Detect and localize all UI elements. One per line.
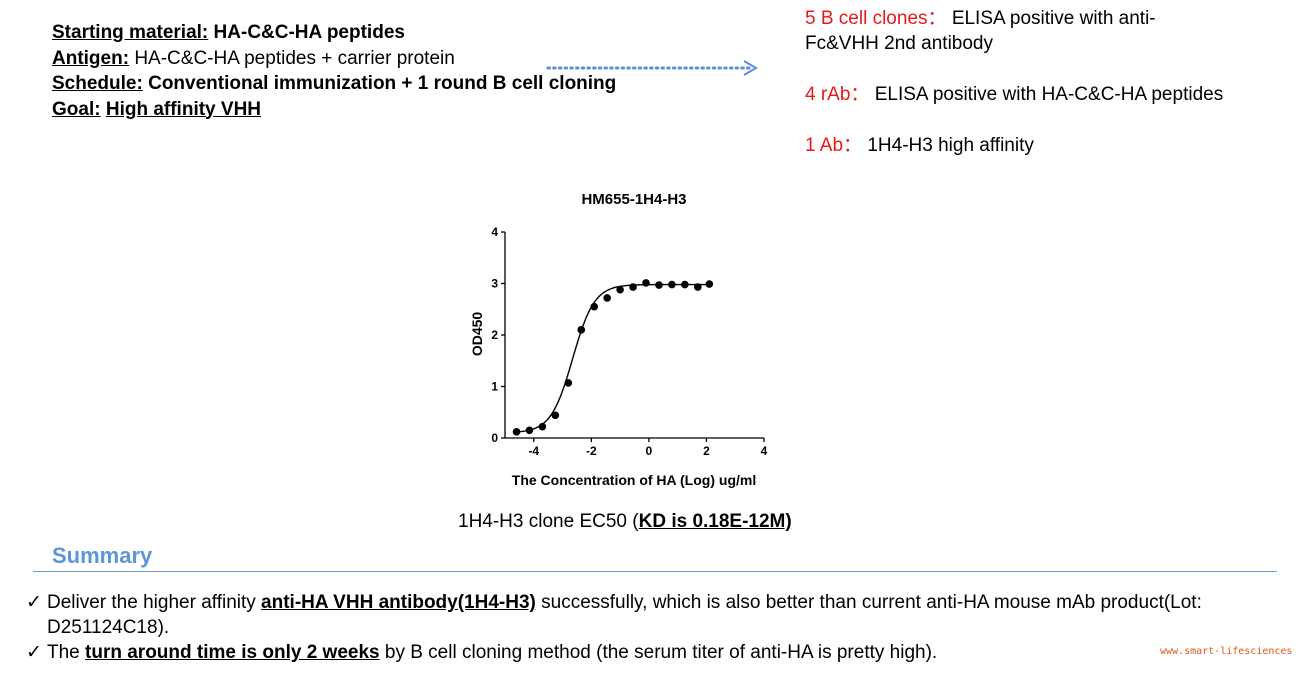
data-point [512,428,521,436]
data-point [694,283,702,291]
checkmark-icon: ✓ [26,592,42,613]
data-point [616,285,624,294]
starting-material-line: Starting material: HA-C&C-HA peptides [52,20,632,46]
dotted-arrow-icon [546,60,758,76]
data-point [551,411,560,420]
data-point [603,294,611,302]
data-point [655,281,663,289]
data-point [538,422,547,431]
bullet-text-emphasis: anti-HA VHH antibody(1H4-H3) [261,592,536,613]
summary-heading: Summary [52,543,153,568]
x-tick-label: 4 [761,444,768,458]
x-tick-label: 2 [703,444,710,458]
y-tick-label: 0 [491,431,498,445]
caption-kd: KD is 0.18E-12M) [638,511,792,532]
chart-data-points [512,279,714,436]
antigen-line: Antigen: HA-C&C-HA peptides + carrier pr… [52,46,632,72]
project-info: Starting material: HA-C&C-HA peptides An… [52,20,632,122]
summary-divider [33,571,1277,572]
watermark: www.smart-lifesciences [1160,646,1293,657]
bullet-text-emphasis: turn around time is only 2 weeks [85,642,380,663]
summary-bullet: ✓ The turn around time is only 2 weeks b… [26,640,1286,665]
chart-y-axis-label: OD450 [469,312,485,357]
result-b-cell-clones: 5 B cell clones： ELISA positive with ant… [805,6,1225,56]
data-point [668,280,676,289]
y-tick-label: 4 [491,225,498,239]
result-separator: ： [927,8,947,29]
chart-axes: 0 1 2 3 4 -4 -2 0 2 4 [491,225,767,458]
result-count: 4 rAb [805,84,851,105]
chart-x-axis-label: The Concentration of HA (Log) ug/ml [512,472,756,488]
schedule-label: Schedule: [52,73,143,94]
data-point [564,379,573,387]
result-text: 1H4-H3 high affinity [867,135,1034,156]
ec50-caption: 1H4-H3 clone EC50 (KD is 0.18E-12M) [458,511,792,533]
fit-curve-line [516,283,710,433]
y-tick-label: 1 [491,380,498,394]
starting-material-value: HA-C&C-HA peptides [213,22,405,43]
result-text: ELISA positive with anti-Fc&VHH 2nd anti… [805,8,1156,54]
checkmark-icon: ✓ [26,642,42,663]
x-tick-label: -2 [586,444,597,458]
bullet-text-pre: The [47,642,86,663]
schedule-line: Schedule: Conventional immunization + 1 … [52,71,632,97]
result-separator: ： [843,135,863,156]
data-point [681,280,689,289]
result-ab: 1 Ab： 1H4-H3 high affinity [805,133,1225,158]
bullet-text-pre: Deliver the higher affinity [47,592,262,613]
antigen-label: Antigen: [52,47,130,69]
data-point [590,302,599,311]
summary-bullets: ✓ Deliver the higher affinity anti-HA VH… [26,590,1286,665]
summary-bullet: ✓ Deliver the higher affinity anti-HA VH… [26,590,1286,640]
data-point [577,326,586,334]
result-separator: ： [850,84,870,105]
x-tick-label: -4 [528,444,539,458]
goal-label: Goal: [52,98,101,120]
goal-line: Goal: High affinity VHH [52,97,632,123]
data-point [629,283,637,291]
chart-fit-curve [516,283,710,433]
result-count: 5 B cell clones [805,8,928,29]
screening-results: 5 B cell clones： ELISA positive with ant… [805,6,1225,184]
y-tick-label: 2 [491,328,498,342]
binding-curve-chart: HM655-1H4-H3 OD450 The Concentration of … [469,191,768,488]
result-rab: 4 rAb： ELISA positive with HA-C&C-HA pep… [805,82,1225,107]
bullet-text-post: by B cell cloning method (the serum tite… [379,642,938,663]
x-tick-label: 0 [646,444,653,458]
schedule-value: Conventional immunization + 1 round B ce… [148,73,617,94]
data-point [705,280,714,288]
data-point [525,426,534,435]
chart-title: HM655-1H4-H3 [581,191,686,208]
y-tick-label: 3 [491,277,498,291]
result-count: 1 Ab [805,135,844,156]
antigen-value: HA-C&C-HA peptides + carrier protein [134,47,455,69]
bullet-text-post: successfully, which is also better than … [47,592,1202,638]
starting-material-label: Starting material: [52,22,209,43]
caption-text: 1H4-H3 clone EC50 ( [458,511,639,532]
result-text: ELISA positive with HA-C&C-HA peptides [874,84,1224,105]
goal-value: High affinity VHH [105,98,262,120]
data-point [642,279,650,287]
